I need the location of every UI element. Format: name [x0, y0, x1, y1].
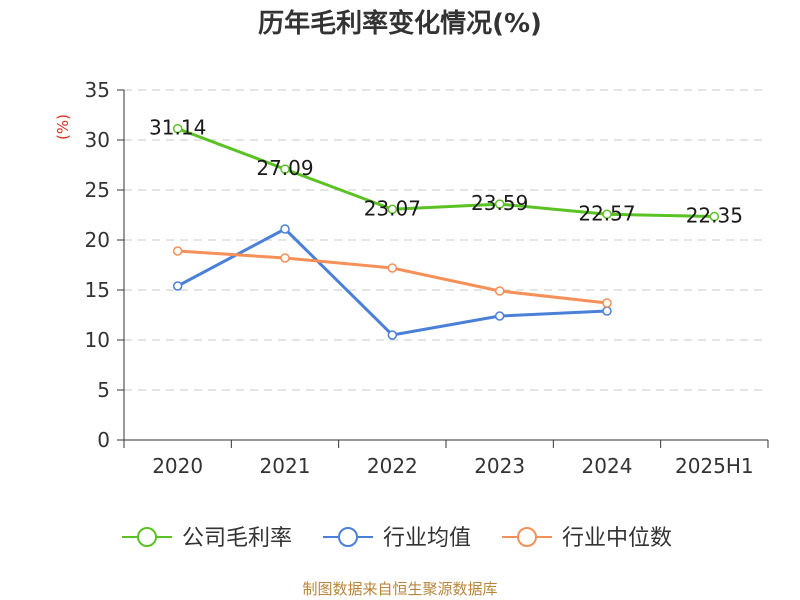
y-tick-label: 25 [85, 178, 110, 202]
x-tick-label: 2024 [582, 454, 633, 478]
data-point [387, 330, 398, 340]
legend-marker [137, 527, 157, 547]
data-point [709, 211, 720, 222]
data-point [387, 204, 398, 215]
data-label: 23.59 [471, 191, 528, 215]
data-point [172, 246, 183, 256]
x-tick-label: 2021 [260, 454, 311, 478]
data-label: 31.14 [149, 116, 206, 140]
data-label: 22.57 [578, 201, 635, 225]
y-tick-label: 20 [85, 228, 110, 252]
x-tick-label: 2020 [152, 454, 203, 478]
plot-area [172, 123, 720, 340]
x-tick-label: 2023 [474, 454, 525, 478]
y-tick-label: 10 [85, 328, 110, 352]
axes: 0 5 10 15 20 25 30 35 2020 2021 2022 2023 2024 2025H1 [85, 78, 769, 478]
y-tick-label: 30 [85, 128, 110, 152]
source-note: 制图数据来自恒生聚源数据库 [302, 580, 497, 598]
data-point [494, 199, 505, 209]
legend-label: 行业均值 [383, 526, 471, 551]
data-label: 22.35 [686, 204, 743, 228]
y-tick-label: 0 [97, 428, 110, 452]
data-point [387, 263, 398, 273]
y-tick-label: 35 [85, 78, 110, 102]
data-point [280, 164, 290, 174]
data-point [602, 306, 612, 316]
data-point [280, 224, 290, 234]
series-line [177, 249, 608, 305]
legend-marker [338, 527, 358, 547]
y-tick-label: 15 [85, 278, 110, 302]
data-point [172, 123, 183, 134]
x-tick-label: 2022 [367, 454, 418, 478]
y-axis-unit: (%) [54, 114, 72, 140]
legend: 公司毛利率 行业均值 行业中位数 [122, 526, 672, 551]
data-label: 27.09 [256, 156, 313, 180]
data-label: 23.07 [364, 196, 421, 220]
data-labels: 31.14 27.09 23.07 23.59 22.57 22.35 [149, 116, 743, 228]
y-tick-label: 5 [97, 378, 110, 402]
data-point [280, 253, 290, 263]
data-point [172, 281, 183, 291]
grid-lines [124, 89, 768, 391]
series-line [177, 127, 715, 218]
chart-title: 历年毛利率变化情况(%) [258, 8, 542, 39]
data-point [602, 209, 612, 220]
data-point [494, 286, 505, 296]
series-line [176, 227, 608, 337]
x-tick-label: 2025H1 [675, 454, 754, 478]
legend-label: 公司毛利率 [182, 526, 292, 551]
legend-label: 行业中位数 [562, 526, 672, 551]
legend-marker [517, 527, 537, 547]
data-point [602, 298, 612, 308]
data-point [494, 311, 505, 321]
